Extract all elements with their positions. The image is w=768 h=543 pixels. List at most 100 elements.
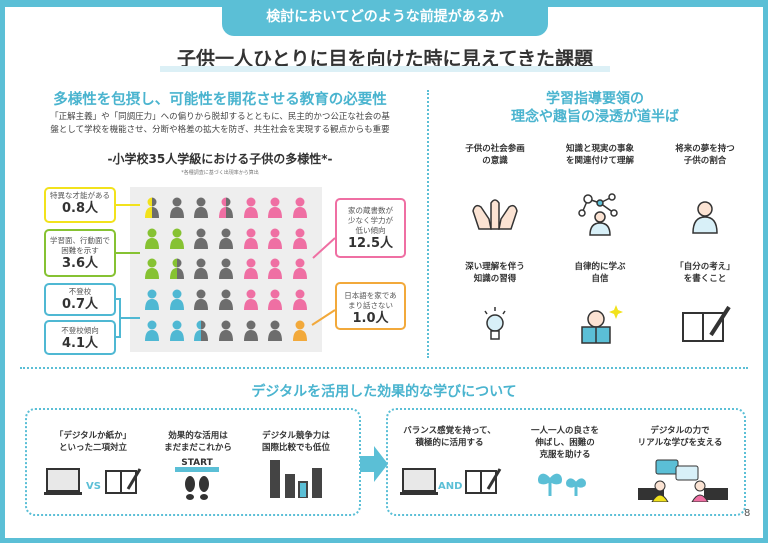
person-pictogram bbox=[238, 254, 263, 285]
section-tab: 検討においてどのような前提があるか bbox=[222, 0, 548, 36]
item-line: 知識の習得 bbox=[473, 274, 517, 284]
heading-line: 理念や趣旨の浸透が道半ば bbox=[511, 109, 679, 125]
bottom-heading: デジタルを活用した効果的な学びについて bbox=[251, 384, 517, 400]
callout-value: 0.7人 bbox=[61, 297, 99, 312]
pictogram-grid bbox=[130, 187, 322, 352]
issue-item: 深い理解を伴う 知識の習得 bbox=[445, 261, 545, 351]
right-heading: 学習指導要領の 理念や趣旨の浸透が道半ば bbox=[440, 90, 750, 126]
person-pictogram bbox=[287, 315, 312, 346]
person-pictogram bbox=[140, 315, 165, 346]
and-label: AND bbox=[438, 481, 462, 492]
person-pictogram bbox=[263, 224, 288, 255]
before-item-dichotomy: 「デジタルか紙か」 といった二項対立 bbox=[43, 430, 143, 454]
person-pictogram bbox=[165, 285, 190, 316]
person-pictogram bbox=[238, 285, 263, 316]
hands-icon bbox=[472, 199, 518, 230]
callout-value: 4.1人 bbox=[61, 336, 99, 351]
after-item-balance: バランス感覚を持って、 積極的に活用する bbox=[392, 425, 507, 449]
item-line: 積極的に活用する bbox=[415, 438, 484, 448]
callout-absent-tendency: 不登校傾向 4.1人 bbox=[44, 320, 116, 355]
item-line: といった二項対立 bbox=[58, 443, 127, 453]
person-pictogram bbox=[189, 193, 214, 224]
callout-absent: 不登校 0.7人 bbox=[44, 283, 116, 316]
person-pictogram bbox=[238, 224, 263, 255]
item-line: 国際比較でも低位 bbox=[261, 443, 330, 453]
person-pictogram bbox=[165, 224, 190, 255]
person-pictogram bbox=[263, 254, 288, 285]
person-pictogram bbox=[140, 193, 165, 224]
lightbulb-icon bbox=[484, 307, 506, 340]
arrow-right-icon bbox=[360, 446, 388, 482]
vertical-divider bbox=[427, 90, 429, 358]
callout-label: 不登校 bbox=[68, 287, 92, 296]
callout-gifted: 特異な才能がある 0.8人 bbox=[44, 187, 116, 223]
item-line: 伸ばし、困難の bbox=[535, 438, 595, 448]
person-pictogram bbox=[287, 193, 312, 224]
low-bar-chart-icon bbox=[270, 460, 322, 498]
callout-non-japanese: 日本語を家であまり話さない 1.0人 bbox=[335, 282, 406, 330]
person-pictogram bbox=[189, 315, 214, 346]
person-pictogram bbox=[287, 254, 312, 285]
item-line: 子供の社会参画 bbox=[465, 144, 525, 154]
person-pictogram bbox=[214, 285, 239, 316]
body-line: 「正解主義」や「同調圧力」への偏りから脱却するとともに、民主的かつ公正な社会の基 bbox=[50, 112, 390, 122]
person-pictogram bbox=[140, 254, 165, 285]
person-pictogram bbox=[140, 285, 165, 316]
sprouts-icon bbox=[538, 473, 586, 496]
person-icon bbox=[692, 201, 718, 234]
callout-label: 不登校傾向 bbox=[61, 326, 99, 335]
heading-line: 学習指導要領の bbox=[546, 91, 644, 107]
person-pictogram bbox=[189, 254, 214, 285]
issue-item: 自律的に学ぶ 自信 bbox=[550, 261, 650, 351]
item-line: 一人一人の良さを bbox=[530, 426, 599, 436]
page-number: 8 bbox=[744, 508, 751, 519]
item-line: 知識と現実の事象 bbox=[565, 144, 634, 154]
person-pictogram bbox=[140, 224, 165, 255]
item-line: まだまだこれから bbox=[164, 443, 232, 453]
before-item-start: 効果的な活用は まだまだこれから bbox=[148, 430, 248, 454]
after-item-real-learning: デジタルの力で リアルな学びを支える bbox=[620, 425, 740, 449]
issue-item: 子供の社会参画 の意識 bbox=[445, 143, 545, 241]
person-pictogram bbox=[263, 315, 288, 346]
start-label: START bbox=[181, 458, 213, 468]
person-pictogram bbox=[214, 193, 239, 224]
callout-value: 1.0人 bbox=[352, 311, 389, 326]
item-line: 自律的に学ぶ bbox=[574, 262, 626, 272]
callout-label: 学習面、行動面で困難を示す bbox=[50, 236, 110, 255]
item-line: 将来の夢を持つ bbox=[675, 144, 735, 154]
page-title: 子供一人ひとりに目を向けた時に見えてきた課題 bbox=[177, 48, 593, 70]
callout-value: 12.5人 bbox=[347, 236, 394, 251]
callout-learning-difficulty: 学習面、行動面で困難を示す 3.6人 bbox=[44, 229, 116, 277]
person-pictogram bbox=[287, 285, 312, 316]
item-line: 子供の割合 bbox=[683, 156, 727, 166]
person-pictogram bbox=[263, 193, 288, 224]
callout-value: 0.8人 bbox=[61, 201, 99, 216]
item-line: 「自分の考え」 bbox=[675, 262, 735, 272]
item-line: の意識 bbox=[482, 156, 508, 166]
person-pictogram bbox=[214, 224, 239, 255]
chart-title: -小学校35人学級における子供の多様性*- bbox=[107, 152, 333, 166]
body-line: 盤として学校を機能させ、分断や格差の拡大を防ぎ、共生社会を実現する観点からも重要 bbox=[50, 125, 390, 135]
item-line: デジタルの力で bbox=[650, 426, 710, 436]
item-line: 克服を助ける bbox=[539, 450, 591, 460]
notebook-pen-icon bbox=[682, 305, 731, 342]
person-pictogram bbox=[214, 315, 239, 346]
item-line: を関連付けて理解 bbox=[565, 156, 634, 166]
left-body: 「正解主義」や「同調圧力」への偏りから脱却するとともに、民主的かつ公正な社会の基… bbox=[20, 111, 420, 137]
person-pictogram bbox=[238, 193, 263, 224]
person-pictogram bbox=[165, 315, 190, 346]
callout-few-books: 家の蔵書数が少なく学力が低い傾向 12.5人 bbox=[335, 198, 406, 258]
person-pictogram bbox=[189, 224, 214, 255]
reading-person-icon bbox=[581, 305, 623, 344]
issue-item: 「自分の考え」 を書くこと bbox=[655, 261, 755, 351]
item-line: 「デジタルか紙か」 bbox=[54, 431, 132, 441]
after-box bbox=[386, 408, 746, 516]
item-line: 深い理解を伴う bbox=[465, 262, 525, 272]
laptop-and-notebook-icon: AND bbox=[400, 468, 502, 495]
item-line: 自信 bbox=[591, 274, 609, 284]
callout-label: 日本語を家であまり話さない bbox=[344, 291, 397, 310]
item-line: バランス感覚を持って、 bbox=[403, 426, 496, 436]
item-line: 効果的な活用は bbox=[168, 431, 228, 441]
callout-value: 3.6人 bbox=[61, 256, 99, 271]
